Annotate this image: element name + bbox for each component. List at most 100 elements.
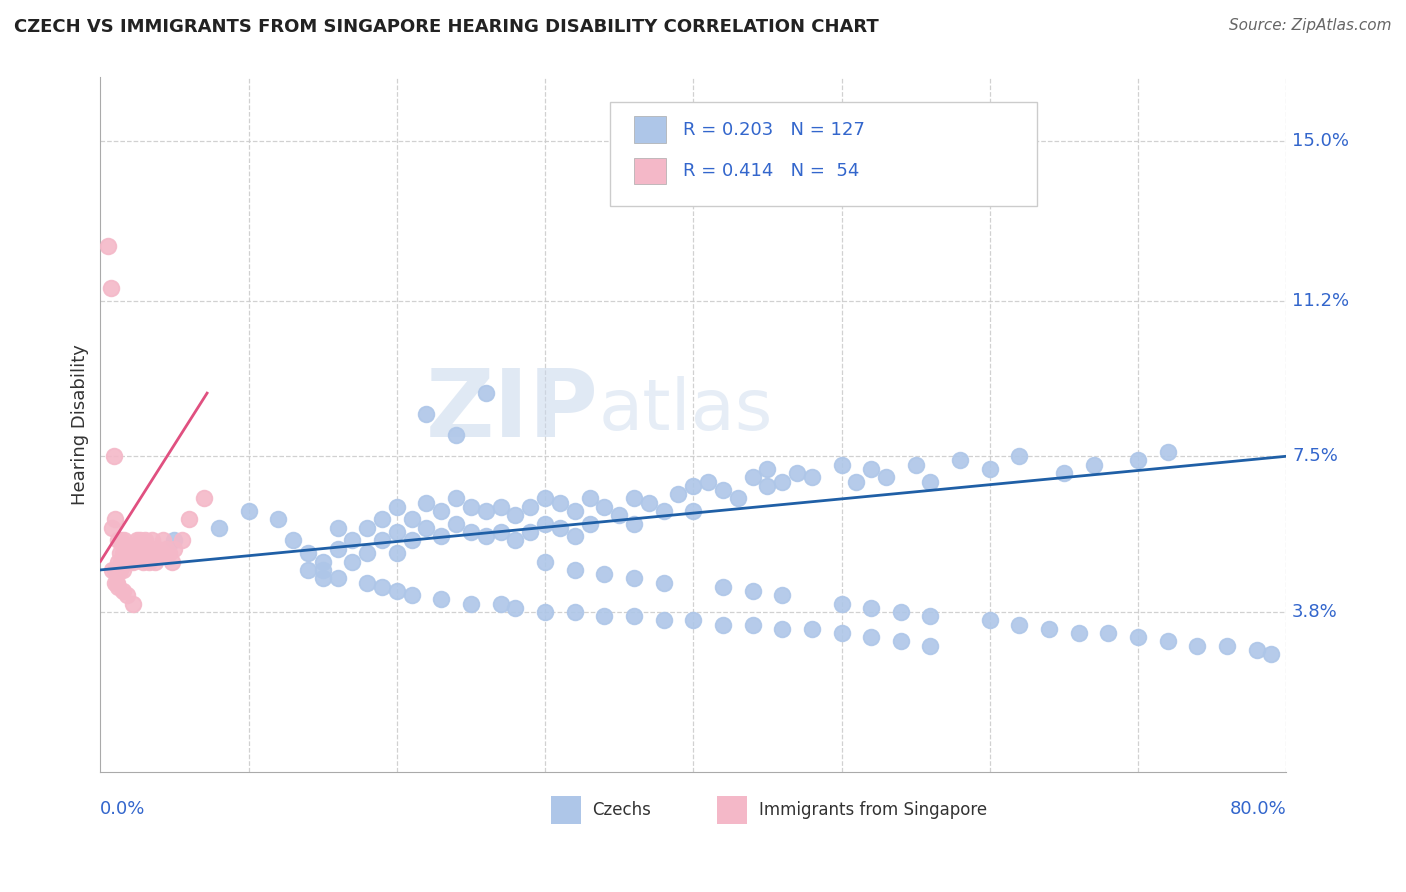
Point <box>800 622 823 636</box>
Point <box>103 450 125 464</box>
Bar <box>551 797 581 824</box>
Point <box>163 541 186 556</box>
Point <box>831 597 853 611</box>
Point <box>415 407 437 421</box>
Point <box>727 491 749 506</box>
Point <box>623 516 645 531</box>
Point <box>155 541 177 556</box>
Point <box>342 554 364 568</box>
Point <box>385 546 408 560</box>
Point <box>385 524 408 539</box>
Point <box>1008 617 1031 632</box>
Point <box>711 580 734 594</box>
Point <box>800 470 823 484</box>
Point <box>127 533 149 548</box>
Text: CZECH VS IMMIGRANTS FROM SINGAPORE HEARING DISABILITY CORRELATION CHART: CZECH VS IMMIGRANTS FROM SINGAPORE HEARI… <box>14 18 879 36</box>
Point <box>682 614 704 628</box>
Point <box>124 541 146 556</box>
Point <box>949 453 972 467</box>
Point <box>101 563 124 577</box>
Text: R = 0.203   N = 127: R = 0.203 N = 127 <box>683 120 865 138</box>
Bar <box>634 116 665 143</box>
Text: 11.2%: 11.2% <box>1292 292 1350 310</box>
Point <box>108 563 131 577</box>
Point <box>786 466 808 480</box>
Text: 80.0%: 80.0% <box>1229 800 1286 818</box>
Point <box>1156 445 1178 459</box>
Point <box>623 609 645 624</box>
Point <box>193 491 215 506</box>
Point <box>920 639 942 653</box>
Point <box>104 512 127 526</box>
Point <box>139 541 162 556</box>
Point <box>460 524 482 539</box>
Point <box>401 588 423 602</box>
Point <box>770 475 793 489</box>
Point <box>149 546 172 560</box>
Point <box>110 554 132 568</box>
Point <box>136 546 159 560</box>
Point <box>564 563 586 577</box>
Point <box>326 571 349 585</box>
Point <box>415 521 437 535</box>
Point <box>111 546 134 560</box>
Point <box>132 554 155 568</box>
Point <box>142 546 165 560</box>
Point <box>117 554 139 568</box>
Point <box>170 533 193 548</box>
Text: ZIP: ZIP <box>426 365 599 457</box>
Point <box>979 462 1001 476</box>
Point <box>564 605 586 619</box>
Point <box>135 541 157 556</box>
Point <box>326 541 349 556</box>
Bar <box>634 158 665 185</box>
Point <box>128 541 150 556</box>
Point <box>474 386 496 401</box>
Bar <box>717 797 747 824</box>
Point <box>401 533 423 548</box>
Point <box>534 516 557 531</box>
Point <box>904 458 927 472</box>
Text: 7.5%: 7.5% <box>1292 447 1339 466</box>
Point <box>385 584 408 599</box>
Point <box>430 529 453 543</box>
Point <box>682 504 704 518</box>
Point <box>607 508 630 523</box>
Point <box>652 575 675 590</box>
Point <box>110 533 132 548</box>
Point <box>1053 466 1076 480</box>
Point <box>356 575 378 590</box>
Point <box>860 462 883 476</box>
Point <box>444 491 467 506</box>
Point <box>697 475 720 489</box>
Point <box>623 491 645 506</box>
Point <box>741 617 763 632</box>
Point <box>430 592 453 607</box>
Point <box>1126 453 1149 467</box>
Point <box>312 554 335 568</box>
Point <box>534 491 557 506</box>
Point <box>238 504 260 518</box>
Point <box>100 281 122 295</box>
Point <box>115 546 138 560</box>
Point <box>401 512 423 526</box>
Point <box>444 516 467 531</box>
Y-axis label: Hearing Disability: Hearing Disability <box>72 344 89 505</box>
Point <box>1156 634 1178 648</box>
Point <box>505 533 527 548</box>
Point <box>489 500 512 514</box>
Point <box>489 597 512 611</box>
Point <box>356 546 378 560</box>
Point <box>112 554 135 568</box>
Point <box>97 239 120 253</box>
Point <box>125 546 148 560</box>
Point <box>770 588 793 602</box>
Point <box>385 500 408 514</box>
Text: 3.8%: 3.8% <box>1292 603 1339 621</box>
Point <box>115 588 138 602</box>
Text: Immigrants from Singapore: Immigrants from Singapore <box>758 801 987 819</box>
Point <box>489 524 512 539</box>
Point <box>107 554 129 568</box>
Point <box>1260 647 1282 661</box>
Text: Source: ZipAtlas.com: Source: ZipAtlas.com <box>1229 18 1392 33</box>
